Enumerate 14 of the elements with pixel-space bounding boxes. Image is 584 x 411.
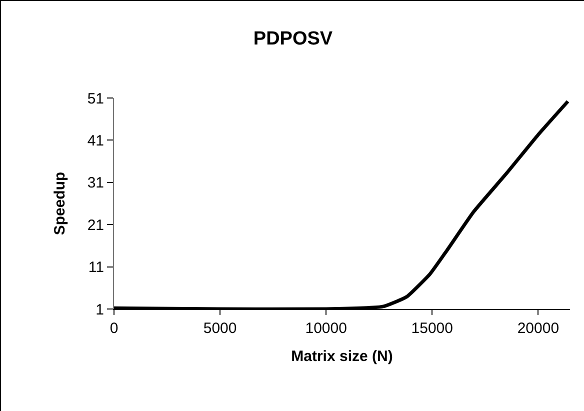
x-tick-label: 20000 xyxy=(517,320,560,337)
x-tick-label: 10000 xyxy=(305,320,347,337)
y-axis-title: Speedup xyxy=(52,172,69,236)
x-tick-label: 15000 xyxy=(411,320,453,337)
x-axis-title: Matrix size (N) xyxy=(291,348,393,365)
y-tick-label: 41 xyxy=(87,132,104,150)
y-tick-label: 21 xyxy=(87,216,104,234)
x-tick-label: 5000 xyxy=(203,320,237,337)
chart-title: PDPOSV xyxy=(253,28,333,50)
x-tick-label: 0 xyxy=(110,320,118,337)
y-tick-label: 11 xyxy=(88,259,104,276)
y-tick-label: 51 xyxy=(87,90,104,108)
y-tick-label: 1 xyxy=(96,301,104,318)
y-tick-label: 31 xyxy=(87,174,104,192)
